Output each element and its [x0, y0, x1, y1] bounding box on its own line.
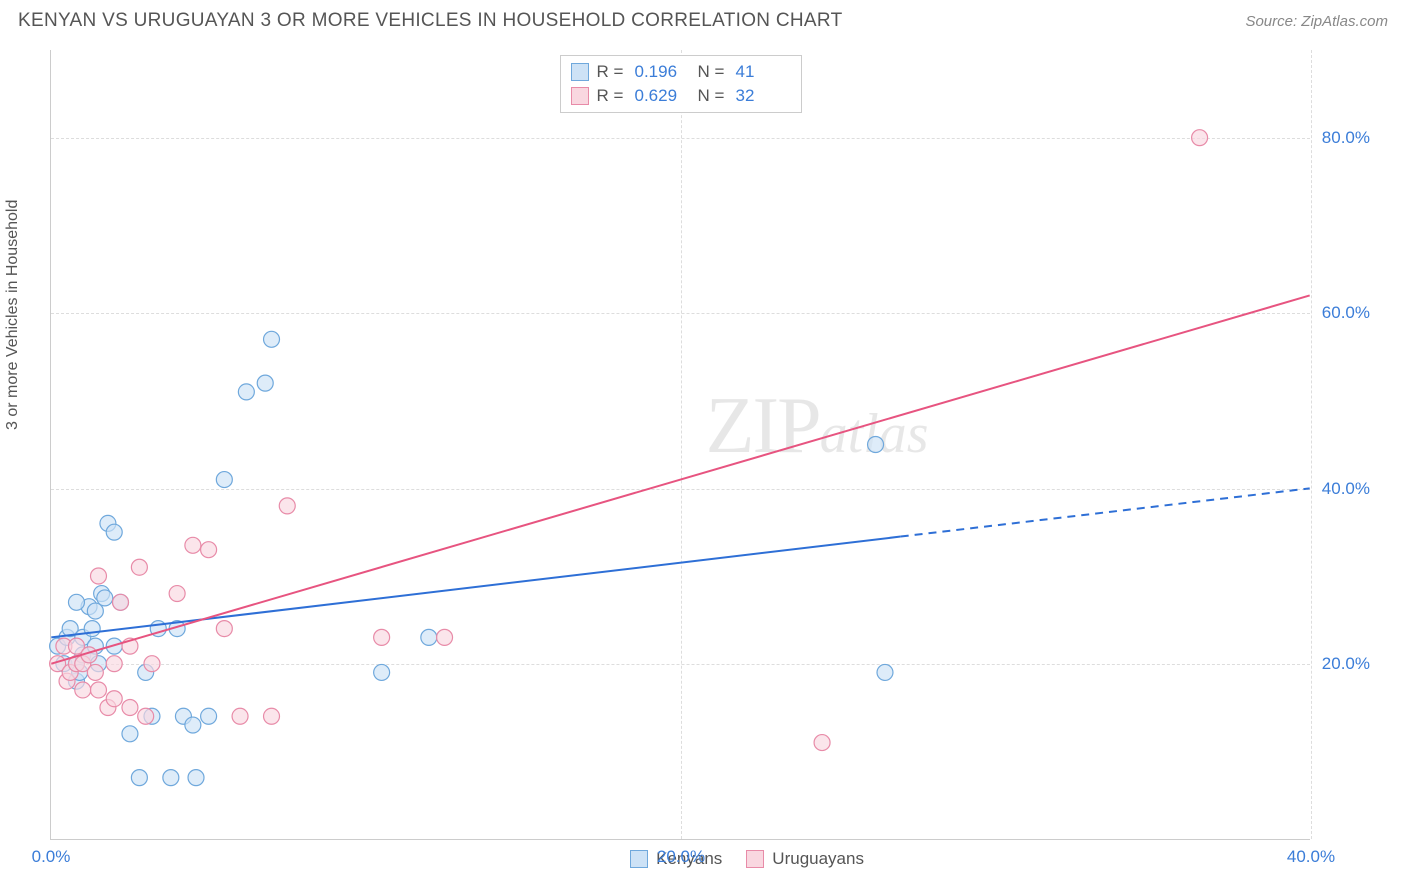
data-point [97, 590, 113, 606]
ytick-label: 80.0% [1322, 128, 1370, 148]
data-point [169, 586, 185, 602]
data-point [201, 542, 217, 558]
chart-title: KENYAN VS URUGUAYAN 3 OR MORE VEHICLES I… [18, 10, 842, 32]
data-point [264, 708, 280, 724]
data-point [131, 770, 147, 786]
xtick-label: 0.0% [32, 847, 71, 867]
data-point [75, 682, 91, 698]
data-point [1192, 130, 1208, 146]
data-point [232, 708, 248, 724]
ytick-label: 60.0% [1322, 303, 1370, 323]
data-point [90, 568, 106, 584]
data-point [131, 559, 147, 575]
data-point [868, 437, 884, 453]
data-point [90, 682, 106, 698]
ytick-label: 40.0% [1322, 479, 1370, 499]
r-value-kenyans: 0.196 [635, 62, 690, 82]
data-point [279, 498, 295, 514]
legend-row-uruguayans: R = 0.629 N = 32 [571, 84, 791, 108]
chart-plot-area: ZIPatlas R = 0.196 N = 41 R = 0.629 N = … [50, 50, 1310, 840]
data-point [113, 594, 129, 610]
n-value-uruguayans: 32 [736, 86, 791, 106]
swatch-uruguayans-bottom [746, 850, 764, 868]
data-point [374, 664, 390, 680]
data-point [122, 700, 138, 716]
data-point [238, 384, 254, 400]
n-label: N = [698, 86, 728, 106]
gridline-v [1311, 50, 1312, 839]
data-point [163, 770, 179, 786]
r-value-uruguayans: 0.629 [635, 86, 690, 106]
data-point [185, 717, 201, 733]
data-point [216, 621, 232, 637]
data-point [877, 664, 893, 680]
data-point [185, 537, 201, 553]
xtick-label: 40.0% [1287, 847, 1335, 867]
trend-line [51, 295, 1309, 663]
scatter-svg [51, 50, 1310, 839]
data-point [122, 726, 138, 742]
data-point [216, 472, 232, 488]
data-point [84, 621, 100, 637]
r-label: R = [597, 86, 627, 106]
legend-label: Uruguayans [772, 849, 864, 869]
data-point [106, 524, 122, 540]
data-point [87, 664, 103, 680]
data-point [437, 629, 453, 645]
r-label: R = [597, 62, 627, 82]
data-point [188, 770, 204, 786]
legend-row-kenyans: R = 0.196 N = 41 [571, 60, 791, 84]
correlation-legend: R = 0.196 N = 41 R = 0.629 N = 32 [560, 55, 802, 113]
data-point [106, 691, 122, 707]
data-point [814, 735, 830, 751]
data-point [201, 708, 217, 724]
data-point [138, 708, 154, 724]
data-point [68, 594, 84, 610]
source-label: Source: ZipAtlas.com [1245, 13, 1388, 30]
y-axis-label: 3 or more Vehicles in Household [4, 200, 22, 430]
swatch-kenyans-bottom [630, 850, 648, 868]
n-value-kenyans: 41 [736, 62, 791, 82]
swatch-kenyans [571, 63, 589, 81]
data-point [144, 656, 160, 672]
data-point [106, 656, 122, 672]
n-label: N = [698, 62, 728, 82]
data-point [374, 629, 390, 645]
data-point [257, 375, 273, 391]
xtick-label: 20.0% [657, 847, 705, 867]
data-point [421, 629, 437, 645]
ytick-label: 20.0% [1322, 654, 1370, 674]
trend-line-extrapolated [901, 488, 1310, 536]
legend-item-uruguayans: Uruguayans [746, 849, 864, 869]
data-point [264, 331, 280, 347]
swatch-uruguayans [571, 87, 589, 105]
